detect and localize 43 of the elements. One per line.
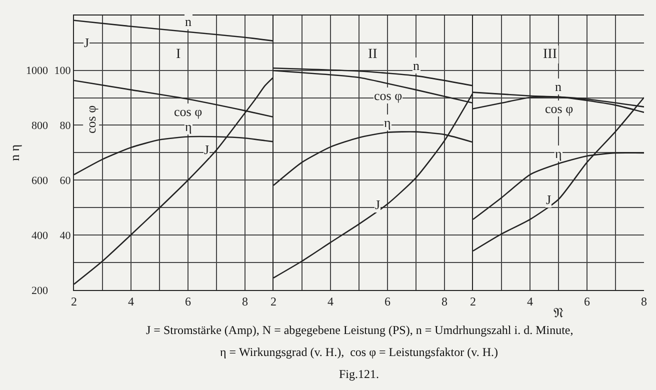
x-axis-title: 𝔑 <box>554 306 564 322</box>
text: I <box>176 47 181 62</box>
text: III <box>543 47 558 62</box>
text: J = Stromstärke (Amp), N = abgegebene Leistung (PS), n = Umdrhungszahl i. d. Minute, <box>146 323 574 337</box>
y-axis-title: n η <box>6 144 22 161</box>
series-label: cos φ <box>374 88 402 103</box>
y2-tick-label: 40 <box>60 230 72 242</box>
y-tick-label: 400 <box>32 230 48 242</box>
series-label: cos φ <box>545 101 574 116</box>
series-label: J <box>546 192 552 207</box>
y-tick-label: 800 <box>32 120 48 132</box>
series-label: J <box>204 142 210 157</box>
x-tick-label: 8 <box>242 294 248 308</box>
y2-tick-label: 60 <box>60 174 72 187</box>
x-tick-label: 6 <box>584 294 590 308</box>
x-tick-label: 6 <box>185 294 191 308</box>
caption: Fig.121. <box>339 367 380 381</box>
y-tick-label: 200 <box>32 284 48 297</box>
x-tick-label: 8 <box>641 294 647 308</box>
y2-tick-label: 80 <box>60 120 72 132</box>
series-label: cos φ <box>174 104 202 119</box>
x-tick-label: 6 <box>384 294 390 308</box>
y2-tick-label: 100 <box>54 65 72 78</box>
x-tick-label: 4 <box>527 294 533 308</box>
series-label: η <box>185 119 192 134</box>
x-tick-label: 2 <box>470 294 476 308</box>
series-label: J <box>375 197 380 212</box>
annotation: J <box>84 35 90 50</box>
x-tick-label: 2 <box>71 294 77 308</box>
series-label: n <box>413 58 420 73</box>
x-tick-label: 2 <box>270 294 276 308</box>
series-label: η <box>384 115 391 130</box>
series-label: η <box>555 146 562 161</box>
series-label: n <box>185 14 192 29</box>
x-tick-label: 4 <box>328 294 334 308</box>
x-tick-label: 4 <box>128 294 134 308</box>
annotation: cos φ <box>84 105 99 134</box>
y-tick-label: 1000 <box>26 65 48 78</box>
y-tick-label: 600 <box>32 174 48 187</box>
series-label: n <box>555 79 562 94</box>
x-tick-label: 8 <box>442 294 448 308</box>
text: II <box>368 47 378 62</box>
text: η = Wirkungsgrad (v. H.), cos φ = Leistungsfaktor (v. H.) <box>220 345 498 359</box>
